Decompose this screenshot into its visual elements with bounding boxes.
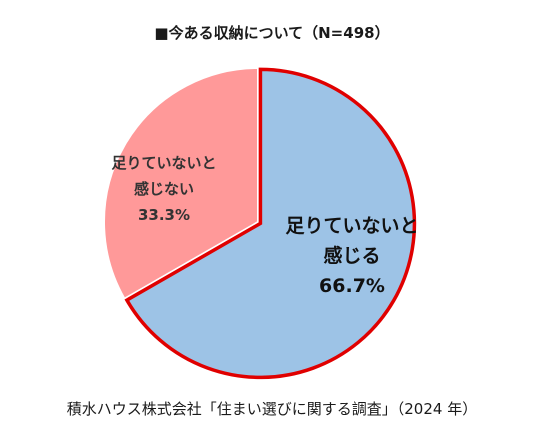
chart-title: ■今ある収納について（N=498） bbox=[154, 24, 390, 42]
slice-name-label-2: 足りていないと bbox=[111, 154, 216, 172]
pie-slice-2 bbox=[103, 66, 259, 301]
pie-slices bbox=[103, 66, 417, 380]
source-note: 積水ハウス株式会社「住まい選びに関する調査」（2024 年） bbox=[66, 400, 478, 418]
slice-name-label-1: 感じる bbox=[323, 244, 380, 267]
pie-slice-1 bbox=[124, 67, 417, 380]
slice-name-label-1: 足りていないと bbox=[285, 215, 418, 237]
slice-value-label-2: 33.3% bbox=[138, 206, 190, 224]
slice-value-label-1: 66.7% bbox=[319, 275, 385, 297]
slice-name-label-2: 感じない bbox=[134, 180, 194, 198]
